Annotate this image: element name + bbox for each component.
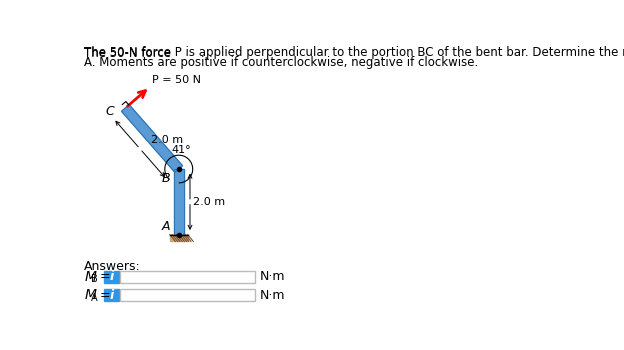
Text: A. Moments are positive if counterclockwise, negative if clockwise.: A. Moments are positive if counterclockw…: [84, 56, 479, 69]
Text: N·m: N·m: [260, 289, 285, 302]
Bar: [173, 169, 184, 234]
Text: B: B: [162, 172, 170, 185]
Text: i: i: [109, 270, 114, 284]
Bar: [120, 289, 255, 301]
Text: N·m: N·m: [260, 270, 285, 284]
Text: 41°: 41°: [172, 145, 192, 155]
Text: Answers:: Answers:: [84, 260, 141, 273]
Text: The 50-N force P is applied perpendicular to the portion BC of the bent bar. Det: The 50-N force P is applied perpendicula…: [84, 46, 624, 59]
Text: A: A: [91, 293, 98, 303]
Bar: [104, 289, 119, 301]
Text: C: C: [105, 105, 114, 118]
Bar: [104, 271, 119, 283]
Text: The 50-N force: The 50-N force: [84, 47, 175, 61]
Text: A: A: [162, 220, 170, 233]
Text: 2.0 m: 2.0 m: [150, 135, 183, 145]
Text: =: =: [96, 270, 110, 284]
Text: M: M: [84, 270, 96, 284]
Text: M: M: [84, 288, 96, 302]
Text: B: B: [91, 274, 98, 284]
Text: P = 50 N: P = 50 N: [152, 75, 202, 84]
Bar: [170, 234, 188, 241]
Polygon shape: [122, 105, 183, 172]
Bar: [173, 169, 184, 234]
Bar: [120, 271, 255, 283]
Text: =: =: [96, 289, 110, 302]
Text: i: i: [109, 289, 114, 302]
Text: 2.0 m: 2.0 m: [193, 197, 225, 207]
